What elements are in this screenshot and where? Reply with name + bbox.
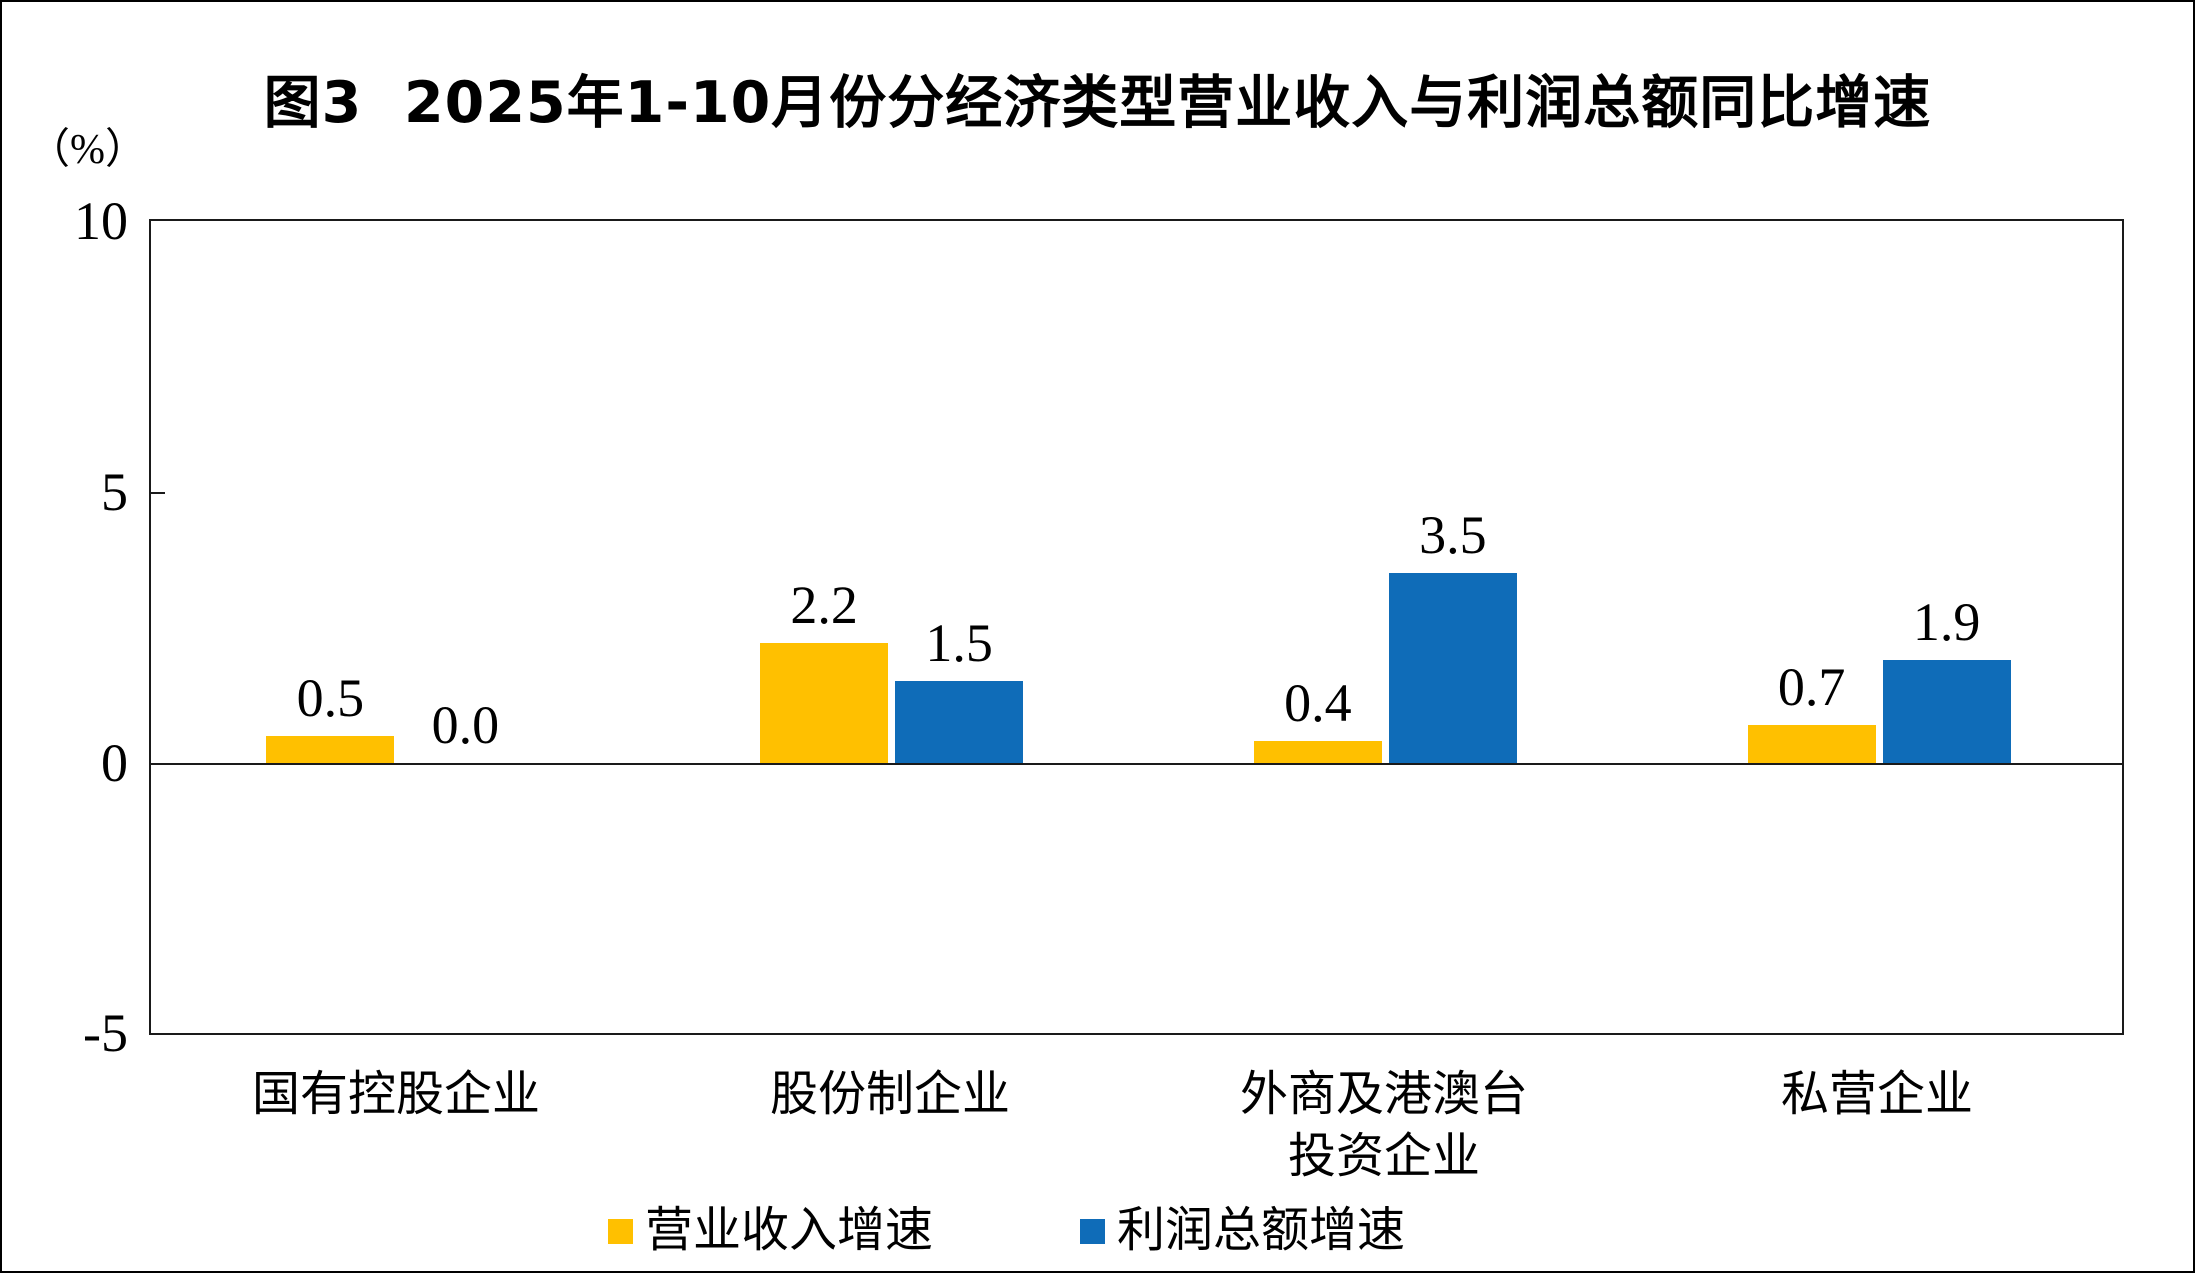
y-axis-unit-label: （%） <box>28 127 147 173</box>
category-label: 国有控股企业 <box>252 1064 540 1126</box>
legend-swatch-profit-icon <box>1080 1218 1105 1244</box>
bar-value-label: 0.5 <box>296 667 365 728</box>
legend-label: 利润总额增速 <box>1117 1204 1406 1257</box>
y-axis-tick-mark <box>151 492 165 494</box>
revenue-bar <box>1253 741 1382 763</box>
legend: 营业收入增速 利润总额增速 <box>2 1200 2193 1262</box>
bar-value-label: 0.4 <box>1284 673 1352 734</box>
revenue-bar <box>266 735 395 763</box>
legend-item-revenue: 营业收入增速 <box>608 1200 933 1262</box>
category-label-line: 股份制企业 <box>769 1068 1011 1121</box>
revenue-bar <box>760 643 889 763</box>
category-label: 股份制企业 <box>770 1064 1010 1126</box>
category-label-line: 私营企业 <box>1780 1068 1974 1121</box>
zero-axis-line <box>151 763 2122 765</box>
category-label-line: 国有控股企业 <box>251 1068 541 1121</box>
legend-label: 营业收入增速 <box>645 1204 934 1257</box>
profit-bar <box>1882 659 2011 763</box>
y-tick-label: 10 <box>74 191 128 251</box>
revenue-bar <box>1747 724 1876 763</box>
chart-title: 图3 2025年1-10月份分经济类型营业收入与利润总额同比增速 <box>263 70 1932 136</box>
bar-value-label: 2.2 <box>790 575 858 636</box>
profit-bar <box>1388 572 1517 763</box>
bar-value-label: 1.5 <box>925 613 993 674</box>
category-label: 私营企业 <box>1781 1064 1973 1126</box>
category-label-line: 投资企业 <box>1287 1130 1481 1183</box>
bar-value-label: 3.5 <box>1419 504 1487 565</box>
plot-area: 0.5 2.2 0.4 0.7 0.0 1.5 3.5 1.9 <box>149 219 2124 1035</box>
category-label: 外商及港澳台 投资企业 <box>1240 1064 1528 1188</box>
bar-value-label: 0.7 <box>1777 656 1846 717</box>
x-axis-category-labels: 国有控股企业 股份制企业 外商及港澳台 投资企业 私营企业 <box>149 1064 2124 1194</box>
y-tick-label: -5 <box>83 1003 128 1063</box>
y-tick-label: 5 <box>101 462 128 522</box>
profit-bar <box>895 681 1024 763</box>
legend-item-profit: 利润总额增速 <box>1080 1200 1405 1262</box>
bar-value-label: 0.0 <box>431 695 500 755</box>
y-axis: 10 5 0 -5 <box>2 2 149 1271</box>
bar-value-label: 1.9 <box>1912 591 1981 652</box>
y-tick-label: 0 <box>101 733 128 793</box>
legend-swatch-revenue-icon <box>608 1218 633 1244</box>
category-label-line: 外商及港澳台 <box>1239 1068 1529 1121</box>
